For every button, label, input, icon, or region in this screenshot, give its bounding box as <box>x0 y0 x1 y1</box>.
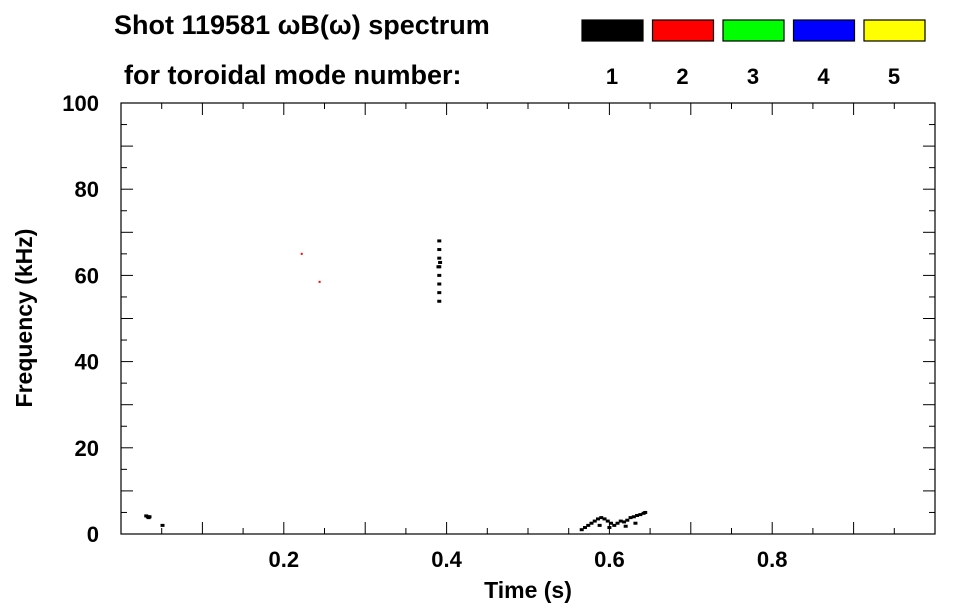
spectrum-mark-n1 <box>596 517 601 521</box>
plot-area: 0.2 0.4 0.6 0.8 0 20 40 60 80 100 <box>62 91 936 572</box>
chart-title: Shot 119581 ωB(ω) spectrum <box>114 10 490 40</box>
legend-swatch-5 <box>863 19 926 42</box>
legend-swatch-2 <box>651 19 715 42</box>
spectrum-mark-n1 <box>436 265 441 269</box>
x-tick-label: 0.6 <box>594 547 625 572</box>
spectrum-mark-n1 <box>623 524 628 528</box>
x-tick-label: 0.2 <box>269 547 300 572</box>
spectrum-mark-n1 <box>437 239 442 243</box>
spectrum-mark-n1 <box>615 521 620 525</box>
y-tick-label: 60 <box>75 263 99 288</box>
legend-swatch-3 <box>722 19 785 42</box>
spectrum-mark-n1 <box>625 518 630 522</box>
spectrum-mark-n1 <box>618 519 623 523</box>
spectrum-mark-n2 <box>318 280 321 283</box>
spectrum-mark-n1 <box>437 248 442 252</box>
spectrum-mark-n1 <box>147 515 152 519</box>
y-tick-labels: 0 20 40 60 80 100 <box>62 91 99 547</box>
spectrum-mark-n1 <box>437 282 442 286</box>
y-tick-label: 80 <box>75 177 99 202</box>
legend-label-1: 1 <box>606 64 618 89</box>
spectrum-mark-n1 <box>437 256 442 260</box>
legend-swatch-4 <box>792 19 856 42</box>
spectrum-mark-n2 <box>300 252 303 255</box>
spectrum-mark-n1 <box>437 273 442 277</box>
y-tick-label: 0 <box>87 522 99 547</box>
spectrum-mark-n1 <box>597 523 602 527</box>
spectrum-mark-n1 <box>635 513 640 517</box>
y-tick-label: 100 <box>62 91 99 116</box>
spectrum-mark-n1 <box>638 513 643 517</box>
chart-subtitle: for toroidal mode number: <box>124 60 462 90</box>
legend-label-4: 4 <box>817 64 830 89</box>
spectrum-mark-n1 <box>599 516 604 520</box>
spectrum-mark-n1 <box>582 526 587 530</box>
axis-ticks <box>121 103 935 534</box>
spectrum-mark-n1 <box>592 519 597 523</box>
x-tick-label: 0.8 <box>757 547 788 572</box>
spectrum-mark-n1 <box>586 523 591 527</box>
spectrum-mark-n1 <box>607 526 612 530</box>
x-tick-label: 0.4 <box>431 547 462 572</box>
spectrum-mark-n1 <box>602 517 607 521</box>
legend-label-2: 2 <box>676 64 688 89</box>
spectrum-mark-n1 <box>589 521 594 525</box>
x-axis-label: Time (s) <box>484 577 572 603</box>
x-tick-labels: 0.2 0.4 0.6 0.8 <box>269 547 788 572</box>
y-tick-label: 20 <box>75 436 99 461</box>
spectrum-mark-n1 <box>631 515 636 519</box>
spectrum-mark-n1 <box>609 521 614 525</box>
y-axis-label: Frequency (kHz) <box>11 229 37 408</box>
spectrum-mark-n1 <box>438 260 443 264</box>
legend: 1 2 3 4 5 <box>581 19 926 89</box>
spectrum-mark-n1 <box>622 520 627 524</box>
spectrum-mark-n1 <box>643 510 648 514</box>
spectrum-mark-n1 <box>605 519 610 523</box>
y-tick-label: 40 <box>75 350 99 375</box>
plot-frame <box>120 102 936 535</box>
spectrum-mark-n1 <box>612 523 617 527</box>
spectrum-mark-n1 <box>633 521 638 525</box>
data-marks <box>144 239 648 532</box>
legend-label-5: 5 <box>888 64 900 89</box>
legend-swatch-1 <box>581 19 644 42</box>
legend-label-3: 3 <box>747 64 759 89</box>
spectrum-mark-n1 <box>437 291 442 295</box>
spectrum-mark-n1 <box>628 516 633 520</box>
spectrum-mark-n1 <box>437 299 442 303</box>
spectrum-mark-n1 <box>579 528 584 532</box>
spectrum-mark-n1 <box>160 523 165 527</box>
